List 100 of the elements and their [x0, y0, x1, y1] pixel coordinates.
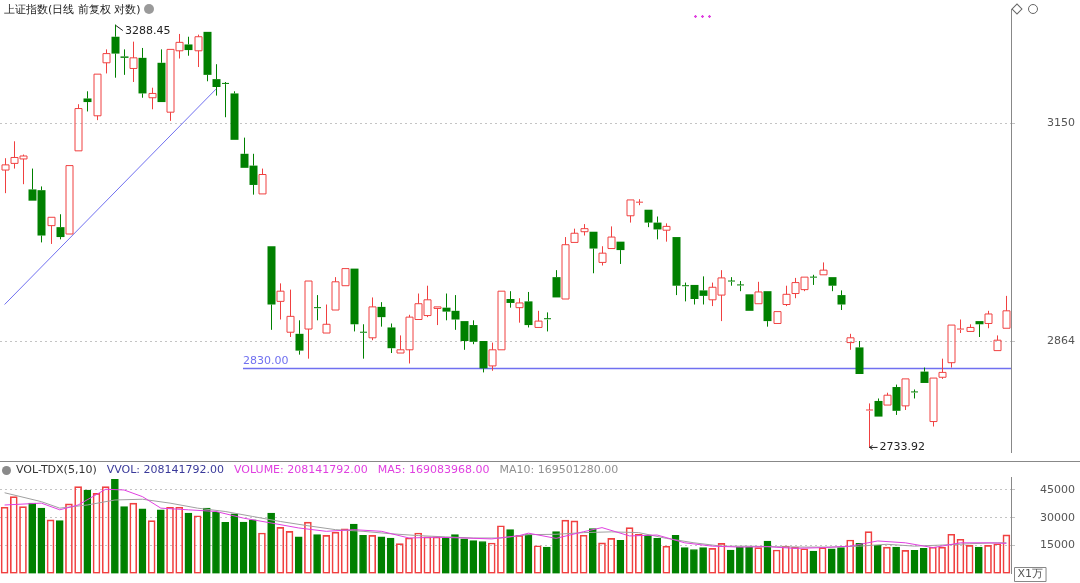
- bar: [680, 547, 689, 574]
- candlestick: [230, 90, 239, 140]
- candlestick: [102, 48, 111, 74]
- candlestick: [883, 392, 892, 406]
- candlestick: [874, 397, 883, 417]
- candlestick: [56, 213, 65, 240]
- candlestick: [763, 291, 772, 328]
- bar: [653, 538, 661, 574]
- text: VOLUME: 208141792.00: [234, 462, 368, 476]
- candlestick: [773, 311, 782, 324]
- candlestick: [203, 31, 212, 82]
- bar: [55, 520, 64, 574]
- candlestick: [1002, 295, 1011, 329]
- bar: [460, 538, 468, 574]
- bar: [313, 534, 321, 574]
- candlestick: [846, 333, 855, 351]
- candlestick: [295, 319, 304, 356]
- bar: [221, 522, 230, 574]
- bar: [837, 547, 845, 574]
- candlestick: [387, 322, 396, 354]
- bar: [975, 546, 983, 574]
- bar: [359, 535, 367, 574]
- candlestick: [47, 216, 56, 245]
- text: MA5: 169083968.00: [377, 462, 490, 476]
- candlestick: [304, 280, 313, 360]
- candlestick: [837, 289, 846, 311]
- annotation: 2733.92: [879, 440, 926, 454]
- bar: [827, 548, 836, 574]
- bar: [212, 511, 220, 574]
- y-tick-label: 45000: [1040, 482, 1075, 496]
- bar: [28, 502, 36, 574]
- bar: [294, 536, 303, 574]
- bar: [644, 534, 652, 574]
- candlestick: [865, 402, 874, 448]
- candlestick: [1, 157, 10, 194]
- candlestick: [74, 103, 83, 152]
- candlestick: [267, 246, 276, 331]
- candlestick: [479, 341, 488, 373]
- candlestick: [313, 294, 322, 321]
- bar: [736, 546, 744, 574]
- bar: [441, 537, 450, 574]
- candlestick: [138, 47, 147, 99]
- candlestick: [322, 304, 331, 334]
- annotation: 3288.45: [124, 24, 171, 38]
- text: VVOL: 208141792.00: [106, 462, 225, 476]
- ref-line-label: 2830.00: [243, 353, 289, 367]
- candlestick: [120, 48, 129, 76]
- bar: [202, 507, 211, 574]
- bar: [157, 509, 165, 574]
- candlestick: [662, 222, 671, 243]
- bar: [726, 549, 735, 574]
- candlestick: [616, 241, 625, 265]
- bar: [699, 547, 707, 574]
- candlestick: [966, 323, 975, 332]
- bar: [552, 531, 560, 574]
- candlestick: [754, 281, 763, 305]
- candlestick: [506, 290, 515, 309]
- candlestick: [782, 285, 791, 307]
- bar: [83, 489, 92, 574]
- y-tick-label: 2864: [1047, 333, 1075, 347]
- candlestick: [157, 48, 166, 103]
- candlestick: [129, 41, 138, 83]
- bar: [267, 512, 275, 574]
- candlestick: [534, 310, 543, 328]
- bar: [543, 546, 551, 574]
- bar: [690, 549, 698, 574]
- candlestick: [350, 268, 359, 332]
- bar: [111, 479, 119, 574]
- candlestick: [93, 73, 102, 121]
- candlestick: [920, 367, 929, 383]
- chart-title: VOL-TDX(5,10): [16, 462, 97, 476]
- y-tick-label: 15000: [1040, 538, 1075, 552]
- candlestick: [543, 311, 552, 332]
- candlestick: [359, 323, 368, 360]
- text: MA10: 169501280.00: [499, 462, 619, 476]
- y-axis-title: X1万: [1017, 567, 1044, 581]
- candlestick: [589, 231, 598, 274]
- candlestick: [83, 90, 92, 112]
- bar: [588, 528, 597, 574]
- candlestick: [993, 334, 1002, 352]
- bar: [350, 523, 358, 574]
- candlestick: [65, 165, 74, 235]
- candlestick: [194, 34, 203, 68]
- candlestick: [552, 269, 561, 298]
- bar: [469, 540, 478, 574]
- y-tick-label: 30000: [1040, 510, 1075, 524]
- candlestick: [855, 340, 864, 375]
- bar: [892, 546, 900, 574]
- candlestick: [148, 87, 157, 110]
- candlestick: [515, 297, 524, 324]
- candlestick: [111, 24, 120, 79]
- bar: [506, 529, 514, 574]
- bar: [478, 541, 487, 574]
- y-tick-label: 3150: [1047, 115, 1075, 129]
- candlestick: [975, 321, 984, 338]
- candlestick: [745, 294, 754, 311]
- candlestick: [184, 36, 193, 57]
- candlestick: [377, 301, 386, 328]
- candlestick: [598, 245, 607, 267]
- candlestick: [524, 291, 533, 328]
